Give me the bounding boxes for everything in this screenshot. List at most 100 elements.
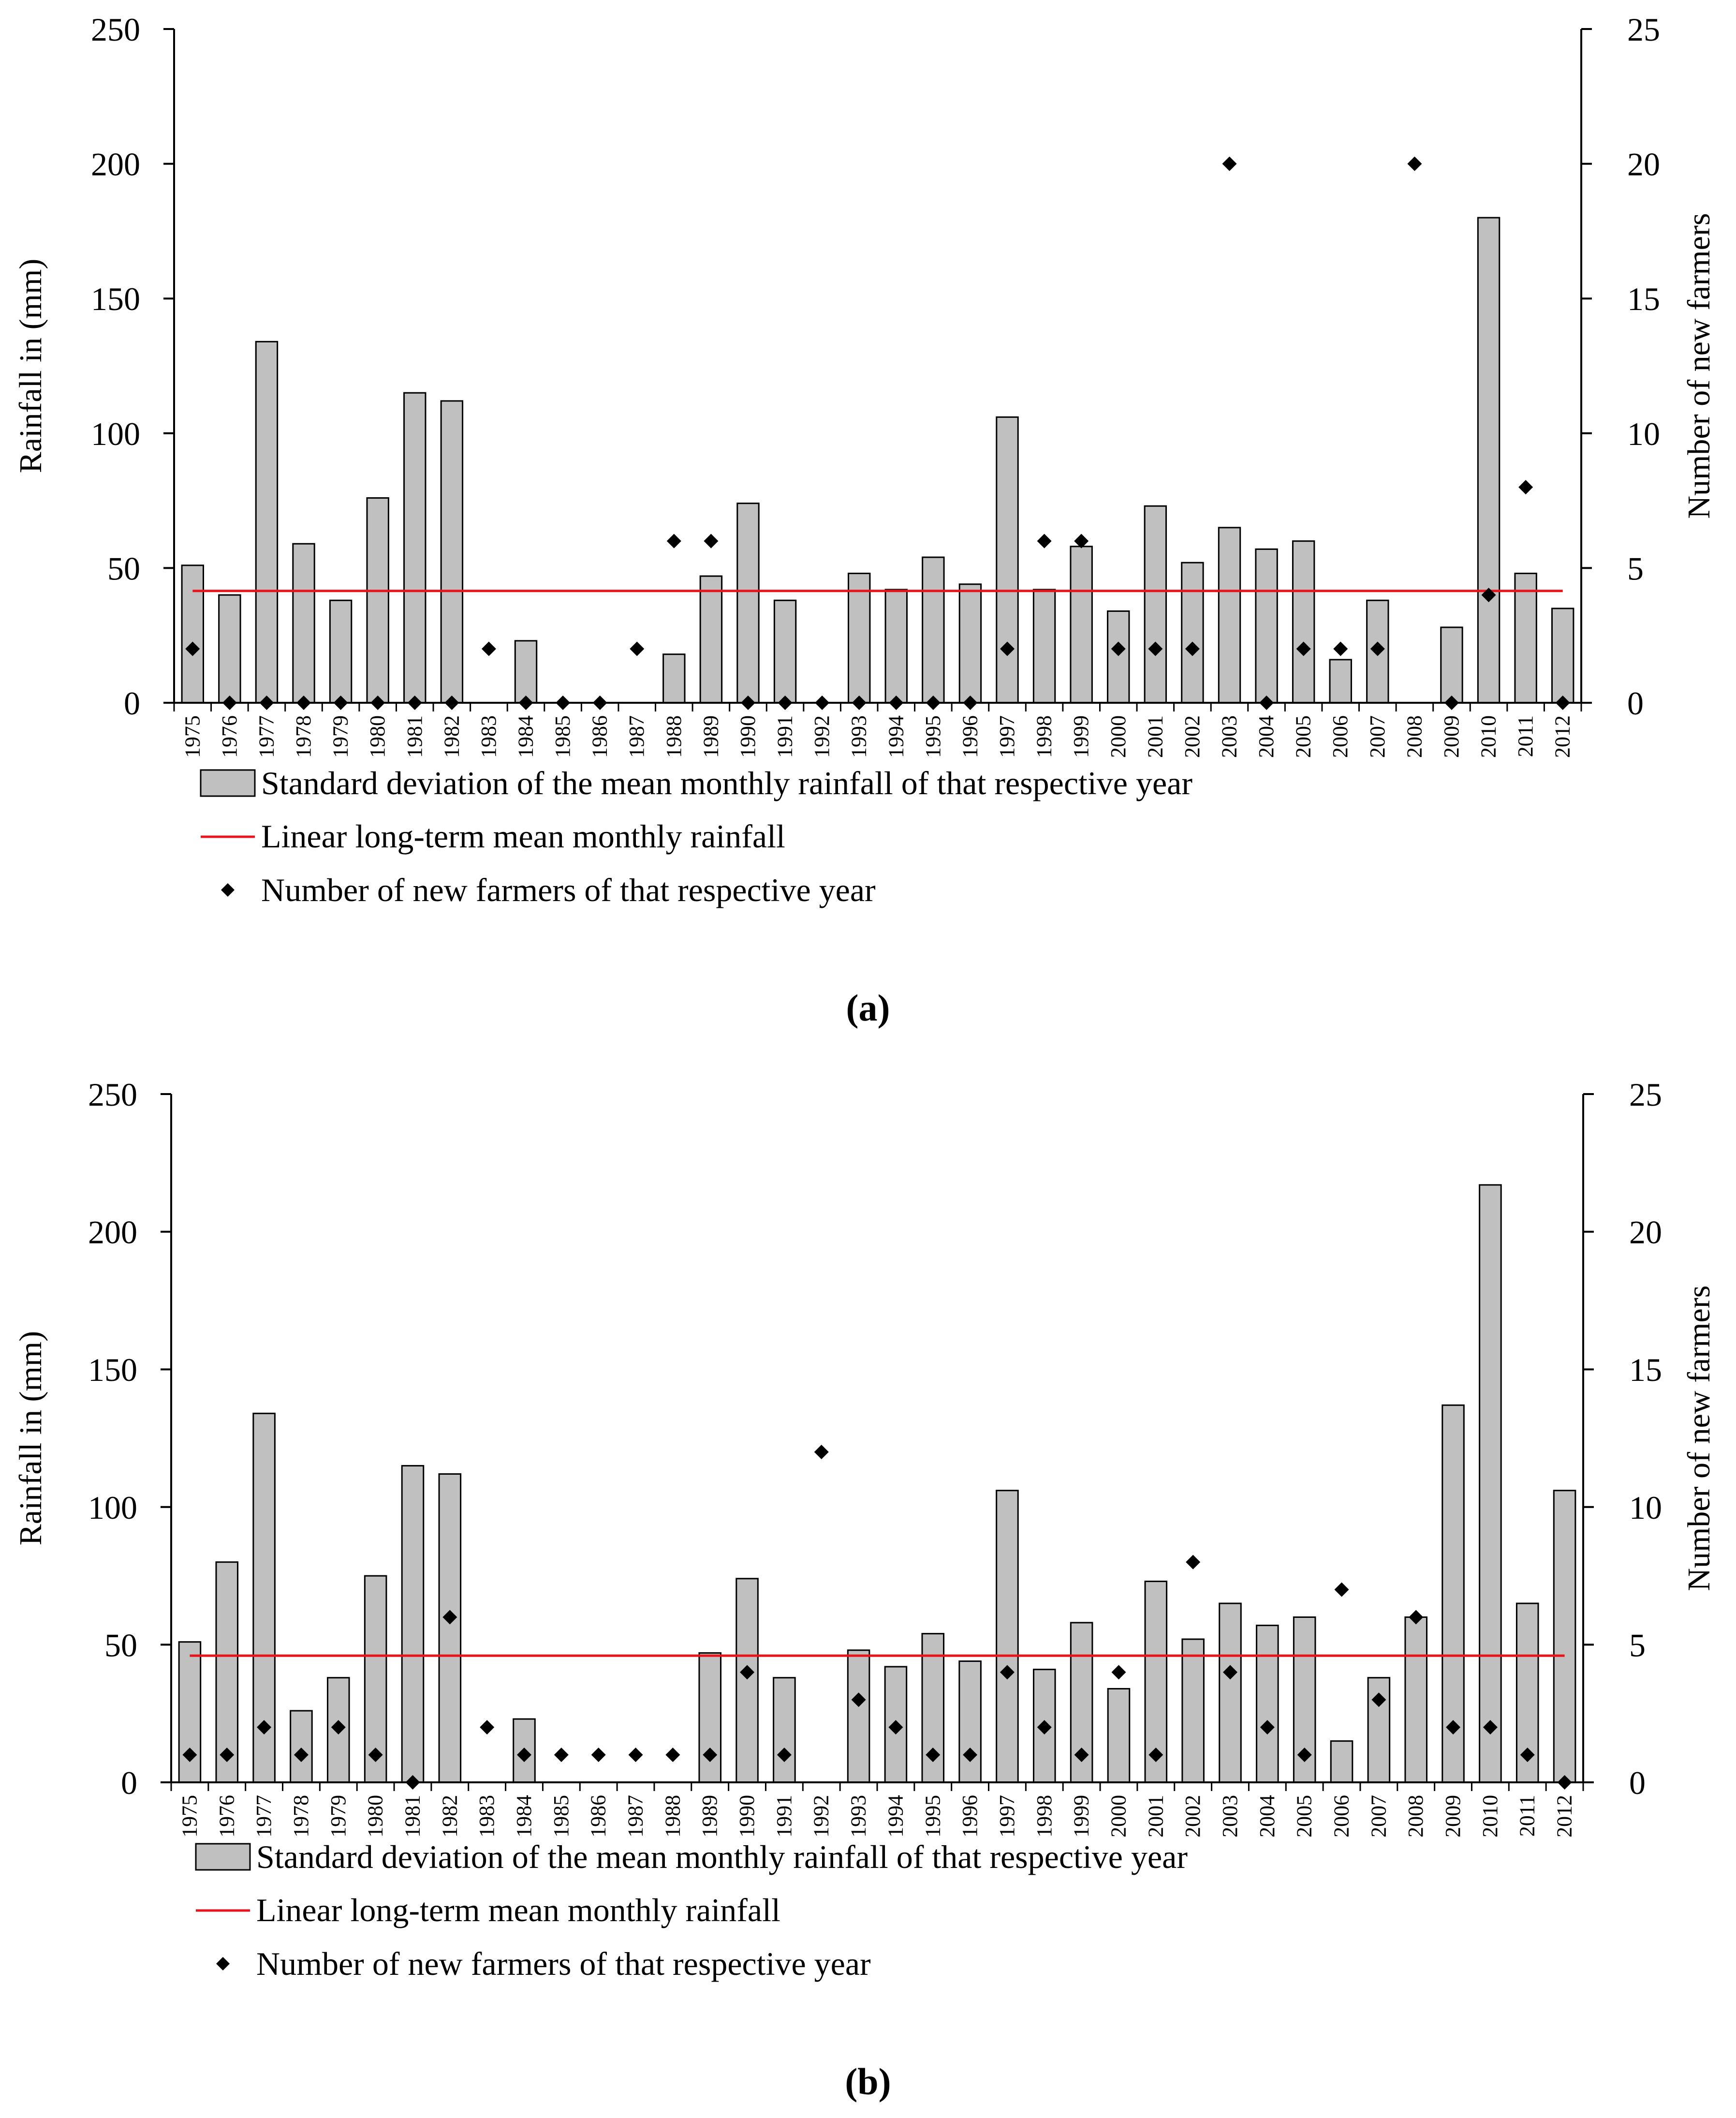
y-tick-label-right: 25 [1629,1076,1662,1113]
farmers-marker-1985 [554,1748,569,1763]
bar-1997 [996,1490,1019,1783]
bar-2011 [1514,573,1537,704]
x-tick-label-1998: 1998 [1032,715,1056,758]
bar-1990 [736,1578,759,1783]
bar-1975 [181,564,204,704]
bar-2010 [1477,217,1501,704]
y-tick-label-right: 0 [1629,1764,1646,1801]
farmers-marker-1997 [1000,1665,1015,1680]
x-tick-label-1988: 1988 [661,1795,684,1837]
farmers-marker-1982 [442,1610,457,1625]
farmers-marker-1976 [220,1748,235,1763]
x-tick-label-1997: 1997 [995,715,1019,758]
farmers-marker-1993 [851,1692,866,1707]
x-tick-label-2008: 2008 [1402,715,1426,758]
x-tick-label-1985: 1985 [549,1795,573,1837]
x-tick-label-1996: 1996 [958,1795,982,1837]
legend-marker-swatch [216,1957,230,1970]
x-tick-label-1978: 1978 [289,1795,313,1837]
y-tick-label-right: 15 [1629,1351,1662,1388]
y-tick-label-left: 50 [104,1627,137,1663]
farmers-marker-1984 [517,1748,531,1763]
x-tick-label-1994: 1994 [884,715,908,758]
y-tick-label-right: 0 [1627,685,1644,722]
y-axis-title-left: Rainfall in (mm) [13,259,48,474]
y-tick-label-left: 100 [91,415,140,452]
farmers-marker-2001 [1148,1748,1163,1763]
x-tick-label-1980: 1980 [366,715,389,758]
bar-1980 [366,497,389,704]
x-tick-label-1990: 1990 [735,1795,759,1837]
bar-1982 [440,400,464,704]
x-tick-label-2011: 2011 [1514,715,1537,757]
x-tick-label-2010: 2010 [1478,1795,1502,1837]
bar-2012 [1551,607,1574,704]
legend-line-label: Linear long-term mean monthly rainfall [261,818,785,855]
y-tick-label-right: 20 [1629,1214,1662,1251]
x-tick-label-1982: 1982 [440,715,463,758]
farmers-marker-1996 [963,1748,978,1763]
bar-1978 [290,1710,313,1783]
legend-bar-label: Standard deviation of the mean monthly r… [256,1838,1188,1875]
farmers-marker-1978 [294,1748,309,1763]
farmers-marker-2011 [1520,1748,1535,1763]
x-tick-label-1984: 1984 [512,1795,536,1837]
bar-2000 [1107,610,1130,704]
bar-2000 [1107,1688,1131,1783]
farmers-marker-2011 [1518,480,1533,495]
x-tick-label-2003: 2003 [1218,715,1241,758]
x-tick-label-1981: 1981 [400,1795,424,1837]
farmers-marker-1986 [591,1748,606,1763]
legend-marker-swatch [221,883,235,897]
farmers-marker-2008 [1409,1610,1424,1625]
bar-2004 [1256,1625,1279,1783]
x-tick-label-2002: 2002 [1180,715,1204,758]
x-tick-label-2012: 2012 [1551,715,1574,758]
bar-2006 [1330,1740,1353,1783]
bar-1993 [847,1649,870,1783]
bar-2012 [1553,1490,1576,1783]
legend-line-label: Linear long-term mean monthly rainfall [256,1892,780,1928]
y-tick-label-right: 20 [1627,146,1660,183]
y-tick-label-right: 10 [1627,415,1660,452]
x-tick-label-1993: 1993 [847,715,871,758]
chart-panel-a: 0 50 100 150 200 250 0 5 10 15 20 25 1975 1976 1977 197… [13,11,1717,1029]
farmers-marker-2000 [1111,1665,1126,1680]
x-tick-label-1996: 1996 [958,715,982,758]
x-tick-label-1994: 1994 [883,1795,907,1837]
x-tick-label-1988: 1988 [662,715,686,758]
bar-1997 [996,416,1019,704]
bar-2003 [1219,1602,1242,1783]
x-tick-label-2003: 2003 [1218,1795,1242,1837]
x-tick-label-1992: 1992 [810,715,834,758]
x-tick-label-2009: 2009 [1440,715,1463,758]
farmers-marker-1987 [630,641,645,656]
farmers-marker-2009 [1446,1720,1461,1735]
farmers-marker-1979 [331,1720,346,1735]
x-tick-label-2008: 2008 [1404,1795,1427,1837]
x-tick-label-2004: 2004 [1254,715,1278,758]
farmers-marker-2002 [1186,1555,1201,1570]
x-tick-label-2001: 2001 [1144,1795,1167,1837]
x-tick-label-2000: 2000 [1106,1795,1130,1837]
bar-1979 [329,599,353,704]
y-tick-label-right: 10 [1629,1489,1662,1526]
bar-2009 [1440,626,1463,704]
farmers-marker-1975 [182,1748,197,1763]
x-tick-label-1985: 1985 [551,715,574,758]
x-tick-label-1991: 1991 [773,715,797,758]
farmers-marker-2002 [1185,641,1200,656]
farmers-marker-2000 [1111,641,1126,656]
x-tick-label-1998: 1998 [1032,1795,1056,1837]
farmers-marker-1994 [888,1720,903,1735]
farmers-marker-2006 [1334,1582,1349,1597]
x-tick-label-2011: 2011 [1515,1795,1539,1837]
farmers-marker-2003 [1222,156,1237,171]
bar-1982 [438,1473,462,1783]
bar-2002 [1181,1638,1205,1783]
y-tick-label-left: 200 [88,1214,137,1251]
x-tick-label-2010: 2010 [1477,715,1501,758]
x-tick-label-1995: 1995 [921,715,945,758]
farmers-marker-1992 [814,1444,829,1459]
bar-1993 [848,573,871,704]
